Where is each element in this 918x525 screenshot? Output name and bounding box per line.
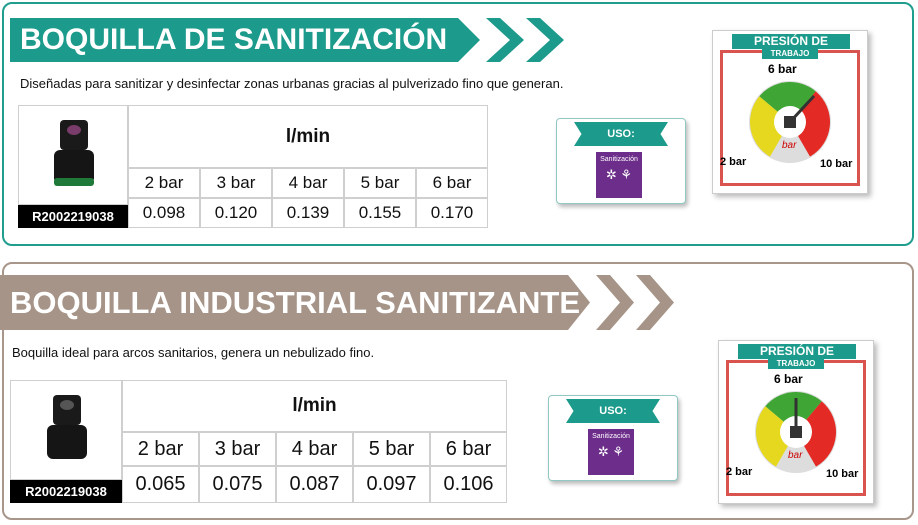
pressure-header: 6 bar <box>416 168 488 198</box>
flow-unit: l/min <box>128 105 488 168</box>
gauge-top: 6 bar <box>768 62 797 76</box>
pressure-header: 2 bar <box>128 168 200 198</box>
title-banner <box>0 275 674 330</box>
gauge-right: 10 bar <box>826 468 859 480</box>
gauge-sector <box>756 406 796 467</box>
gauge-sector <box>759 82 816 122</box>
banner-chevron <box>486 18 524 62</box>
gauge-title: PRESIÓN DE <box>732 34 850 49</box>
flow-value: 0.106 <box>430 466 507 503</box>
flow-value: 0.087 <box>276 466 353 503</box>
use-symbols: ✲ ⚘ <box>597 444 625 459</box>
use-symbols: ✲ ⚘ <box>605 167 633 182</box>
flow-value: 0.170 <box>416 198 488 228</box>
section-title: BOQUILLA INDUSTRIAL SANITIZANTE <box>10 285 581 320</box>
gauge-unit: bar <box>788 450 803 461</box>
gauge-subtitle: TRABAJO <box>768 359 824 369</box>
banner-shape <box>0 275 590 330</box>
flow-value: 0.097 <box>353 466 430 503</box>
product-image-cell <box>10 380 122 480</box>
gauge-sector <box>796 401 836 467</box>
nozzle-tip <box>67 125 81 135</box>
section-frame <box>2 2 914 246</box>
gauge-right: 10 bar <box>820 158 853 170</box>
nozzle-image <box>47 395 87 459</box>
gauge-top: 6 bar <box>774 372 803 386</box>
section-description: Boquilla ideal para arcos sanitarios, ge… <box>12 345 375 360</box>
use-icon: Sanitización ✲ ⚘ <box>596 152 642 198</box>
use-item: Sanitización <box>592 433 630 440</box>
flow-value: 0.139 <box>272 198 344 228</box>
gauge-left: 2 bar <box>726 466 753 478</box>
pressure-header: 2 bar <box>122 432 199 466</box>
gauge-center <box>790 426 802 438</box>
nozzle-base <box>54 150 94 184</box>
title-banner <box>10 18 564 62</box>
nozzle-image <box>54 120 94 186</box>
flow-unit: l/min <box>122 380 507 432</box>
pressure-header: 5 bar <box>353 432 430 466</box>
nozzle-tip <box>60 400 74 410</box>
gauge-sector <box>765 392 822 432</box>
pressure-header: 3 bar <box>199 432 276 466</box>
pressure-header: 4 bar <box>272 168 344 198</box>
flow-value: 0.155 <box>344 198 416 228</box>
gauge-left: 2 bar <box>720 156 747 168</box>
use-item: Sanitización <box>600 156 638 163</box>
pressure-header: 5 bar <box>344 168 416 198</box>
section-title: BOQUILLA DE SANITIZACIÓN <box>20 23 448 56</box>
banner-shape <box>10 18 480 62</box>
banner-chevron <box>526 18 564 62</box>
section-description: Diseñadas para sanitizar y desinfectar z… <box>20 76 564 91</box>
flow-value: 0.075 <box>199 466 276 503</box>
gauge-sector <box>790 91 830 157</box>
pressure-header: 4 bar <box>276 432 353 466</box>
gauge-center <box>784 116 796 128</box>
gauge-title: PRESIÓN DE <box>738 344 856 359</box>
use-label: USO: <box>574 122 668 146</box>
banner-chevron <box>596 275 634 330</box>
section-frame <box>2 262 914 520</box>
gauge-unit: bar <box>782 140 797 151</box>
product-code: R2002219038 <box>10 480 122 503</box>
flow-value: 0.120 <box>200 198 272 228</box>
use-label: USO: <box>566 399 660 423</box>
banner-chevron <box>636 275 674 330</box>
gauge-subtitle: TRABAJO <box>762 49 818 59</box>
gauge-dial <box>749 81 831 163</box>
use-icon: Sanitización ✲ ⚘ <box>588 429 634 475</box>
nozzle-base <box>47 425 87 459</box>
gauge-dial <box>755 391 837 473</box>
product-code: R2002219038 <box>18 205 128 228</box>
flow-value: 0.065 <box>122 466 199 503</box>
pressure-header: 3 bar <box>200 168 272 198</box>
nozzle-ring <box>54 178 94 186</box>
product-image-cell <box>18 105 128 205</box>
gauge-sector <box>750 96 790 157</box>
flow-value: 0.098 <box>128 198 200 228</box>
pressure-header: 6 bar <box>430 432 507 466</box>
